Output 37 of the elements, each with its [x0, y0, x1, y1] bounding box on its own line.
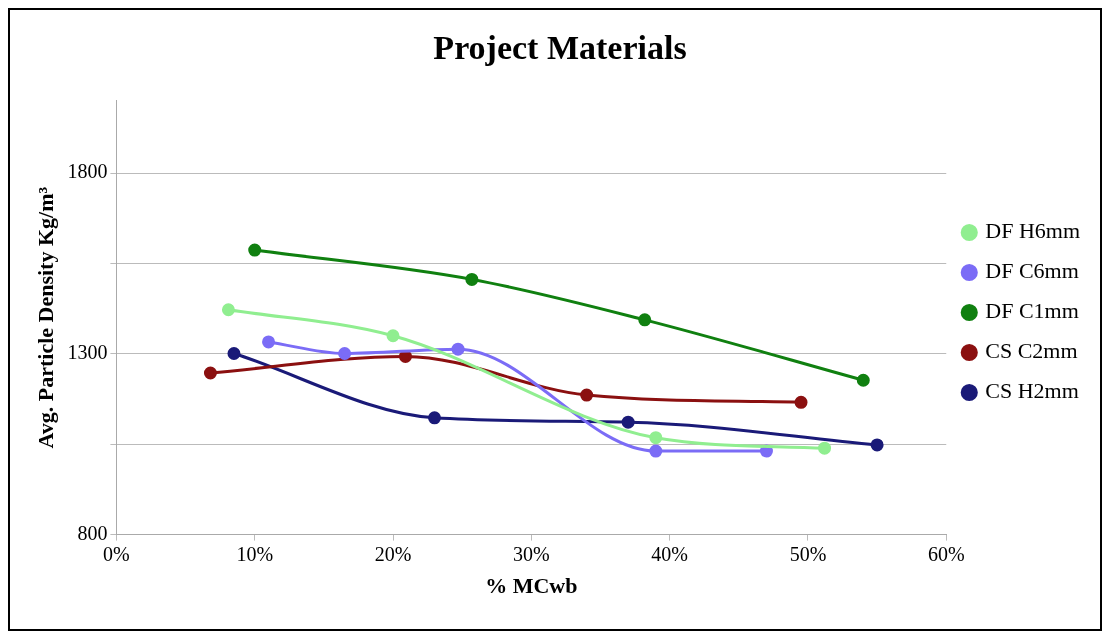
point [203, 366, 217, 380]
x-tick-label: 30% [513, 542, 550, 565]
x-tick-label: 40% [651, 542, 688, 565]
point [386, 329, 400, 343]
point [465, 272, 479, 286]
point [580, 388, 594, 402]
point [221, 303, 235, 317]
point [649, 444, 663, 458]
point [451, 342, 465, 356]
point [856, 373, 870, 387]
point [248, 243, 262, 257]
point [870, 438, 884, 452]
chart-title: Project Materials [433, 29, 687, 67]
legend-label: DF C1mm [985, 298, 1079, 324]
point [227, 346, 241, 360]
y-tick-label: 800 [77, 521, 108, 544]
x-tick-label: 60% [927, 542, 965, 565]
legend-label: CS C2mm [985, 338, 1078, 364]
point [638, 313, 652, 327]
x-tick-label: 0% [103, 542, 130, 565]
point [649, 431, 663, 445]
point [428, 411, 442, 425]
legend-label: DF C6mm [985, 258, 1079, 284]
y-tick-label: 1800 [67, 160, 108, 183]
y-tick-label: 1300 [67, 341, 108, 364]
legend-label: DF H6mm [985, 218, 1081, 244]
point [338, 346, 352, 360]
x-tick-label: 50% [789, 542, 827, 565]
x-tick-label: 20% [374, 542, 412, 565]
point [621, 415, 635, 429]
point [262, 335, 276, 349]
x-tick-label: 10% [236, 542, 274, 565]
legend-label: CS H2mm [985, 378, 1079, 404]
point [794, 395, 808, 409]
x-axis-title: % MCwb [485, 573, 578, 599]
point [818, 441, 832, 455]
y-axis-title: Avg. Particle Density Kg/m³ [32, 186, 58, 449]
